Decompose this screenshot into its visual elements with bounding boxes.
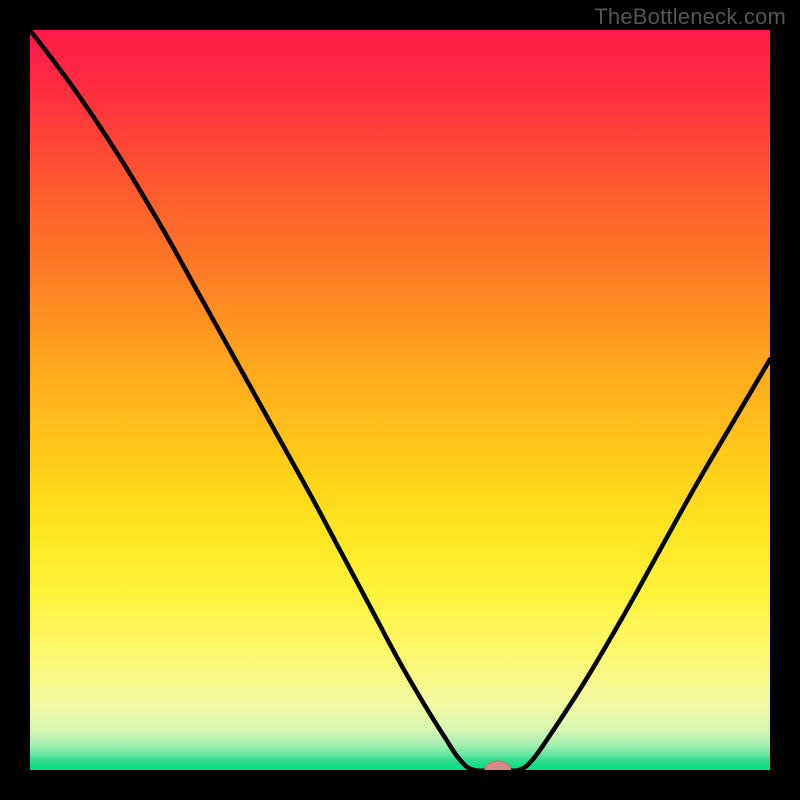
chart-canvas: TheBottleneck.com: [0, 0, 800, 800]
bottleneck-curve-chart: [0, 0, 800, 800]
